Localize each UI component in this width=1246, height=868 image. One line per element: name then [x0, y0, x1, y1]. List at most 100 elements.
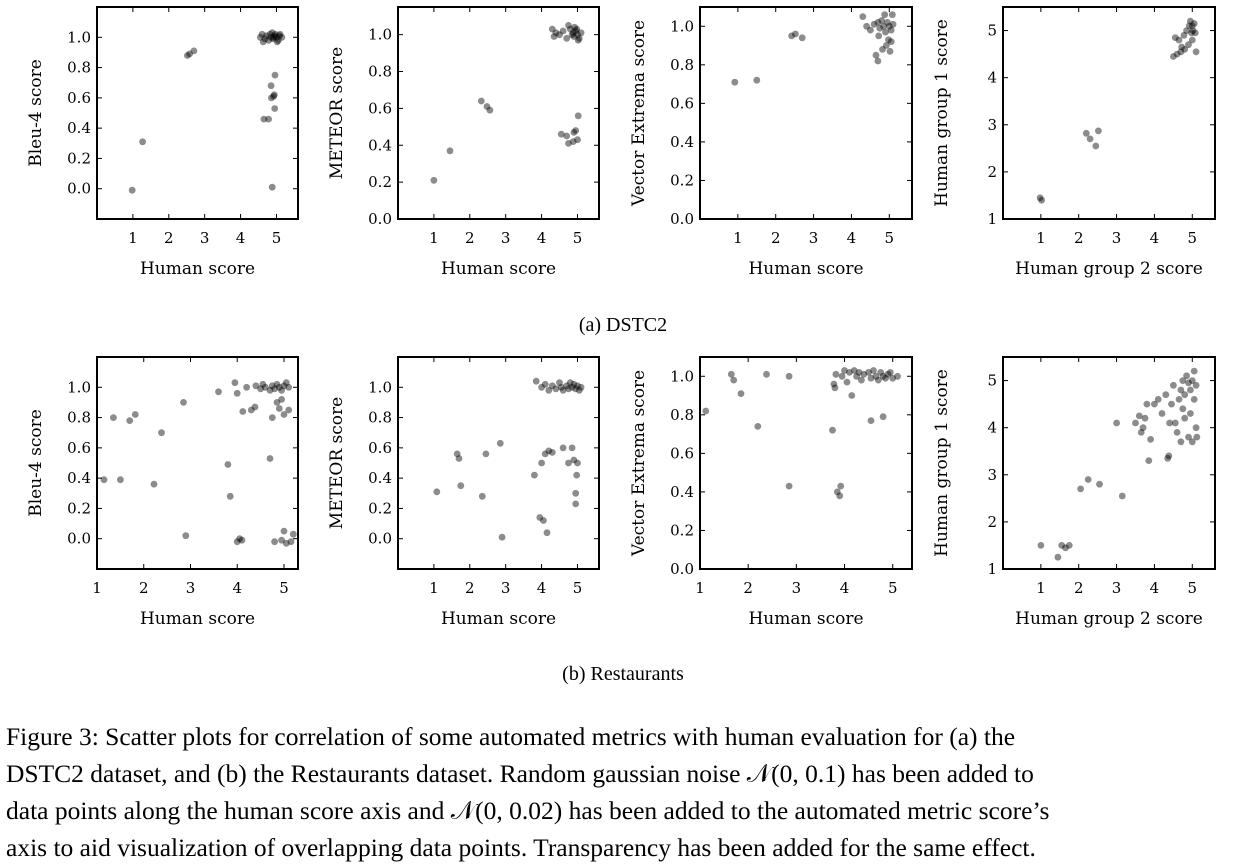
data-point	[1037, 542, 1045, 549]
data-point	[1137, 429, 1145, 436]
data-point	[788, 32, 795, 40]
scatter-a-bleu: 1 2 3 4 5 0.0 0.2 0.4 0.6 0.8 1.0 Human score Bleu-4…	[26, 6, 299, 279]
data-point	[1113, 419, 1120, 427]
x-tick-label: 3	[501, 229, 511, 247]
data-point	[271, 105, 279, 112]
data-point	[557, 130, 565, 138]
data-point	[268, 183, 276, 191]
data-point	[266, 30, 274, 38]
data-point	[1187, 410, 1194, 417]
data-point	[1181, 46, 1189, 53]
data-point	[570, 129, 578, 136]
data-point	[226, 492, 234, 500]
y-tick-label: 0.8	[368, 409, 392, 427]
data-point	[540, 517, 547, 524]
data-point	[1185, 433, 1192, 441]
data-point	[282, 539, 290, 547]
y-tick-label: 0.2	[670, 521, 694, 539]
data-point	[565, 459, 572, 467]
data-point	[1168, 400, 1175, 408]
data-point	[884, 370, 892, 378]
plot-frame	[699, 356, 913, 570]
data-point	[100, 476, 108, 484]
data-point	[754, 423, 762, 430]
data-point	[128, 186, 136, 194]
data-point	[483, 103, 491, 110]
data-point	[1143, 400, 1151, 408]
data-point	[1187, 386, 1194, 394]
data-point	[881, 11, 889, 19]
data-point	[184, 52, 191, 59]
data-point	[278, 536, 285, 544]
data-point	[837, 482, 845, 490]
data-point	[278, 33, 286, 41]
y-tick-label: 1.0	[67, 378, 91, 396]
data-point	[870, 367, 877, 374]
data-point	[552, 29, 560, 37]
y-tick-label: 1.0	[368, 26, 392, 44]
data-point	[571, 23, 578, 31]
data-point	[763, 370, 770, 378]
data-point	[565, 140, 572, 147]
data-point	[1189, 27, 1197, 34]
data-point	[1077, 485, 1084, 493]
data-point	[1177, 48, 1185, 56]
data-point	[577, 383, 585, 391]
data-point	[569, 138, 577, 146]
x-tick-label: 5	[885, 229, 895, 247]
data-point	[570, 456, 578, 464]
y-axis-label: METEOR score	[327, 47, 347, 179]
y-tick-label: 0.8	[670, 406, 694, 424]
data-point	[874, 19, 882, 26]
data-point	[563, 382, 571, 390]
data-point	[1188, 377, 1196, 384]
data-point	[275, 405, 283, 412]
data-point	[477, 97, 485, 105]
data-point	[233, 538, 241, 546]
caption-line: DSTC2 dataset, and (b) the Restaurants d…	[6, 759, 1034, 788]
data-point	[252, 382, 260, 390]
data-point	[215, 388, 222, 396]
data-point	[548, 25, 556, 33]
y-tick-label: 2	[987, 163, 997, 181]
data-point	[269, 35, 277, 43]
data-point	[1188, 29, 1195, 37]
data-point	[1188, 438, 1196, 446]
data-point	[886, 47, 894, 55]
data-points	[1037, 367, 1201, 561]
data-point	[1181, 414, 1189, 422]
data-point	[833, 488, 841, 496]
y-tick-label: 5	[987, 372, 997, 390]
data-point	[566, 379, 574, 387]
x-tick-label: 5	[1188, 579, 1198, 597]
data-point	[1147, 436, 1154, 443]
x-tick-label: 1	[695, 579, 705, 597]
data-point	[541, 380, 549, 388]
y-tick-label: 1	[987, 210, 997, 228]
data-point	[568, 31, 576, 39]
data-point	[1118, 492, 1126, 500]
data-point	[271, 71, 279, 79]
data-point	[559, 386, 567, 394]
data-point	[266, 386, 274, 394]
data-points	[702, 367, 901, 500]
data-point	[1092, 142, 1100, 150]
y-tick-label: 0.6	[67, 89, 91, 107]
x-tick-label: 2	[164, 229, 174, 247]
data-point	[894, 372, 901, 380]
plot-frame	[699, 6, 913, 220]
data-point	[577, 29, 585, 37]
y-tick-label: 3	[987, 116, 997, 134]
data-point	[843, 378, 851, 386]
x-tick-label: 1	[733, 229, 743, 247]
data-point	[482, 450, 490, 458]
data-point	[1188, 22, 1196, 30]
data-point	[280, 527, 288, 535]
scatter-a-meteor: 1 2 3 4 5 0.0 0.2 0.4 0.6 0.8 1.0 Human score METEOR…	[327, 6, 600, 279]
data-point	[1038, 196, 1045, 204]
y-tick-label: 0.0	[67, 530, 91, 548]
data-point	[536, 514, 544, 521]
data-point	[1179, 377, 1187, 384]
data-point	[1036, 194, 1044, 202]
data-point	[231, 379, 239, 387]
